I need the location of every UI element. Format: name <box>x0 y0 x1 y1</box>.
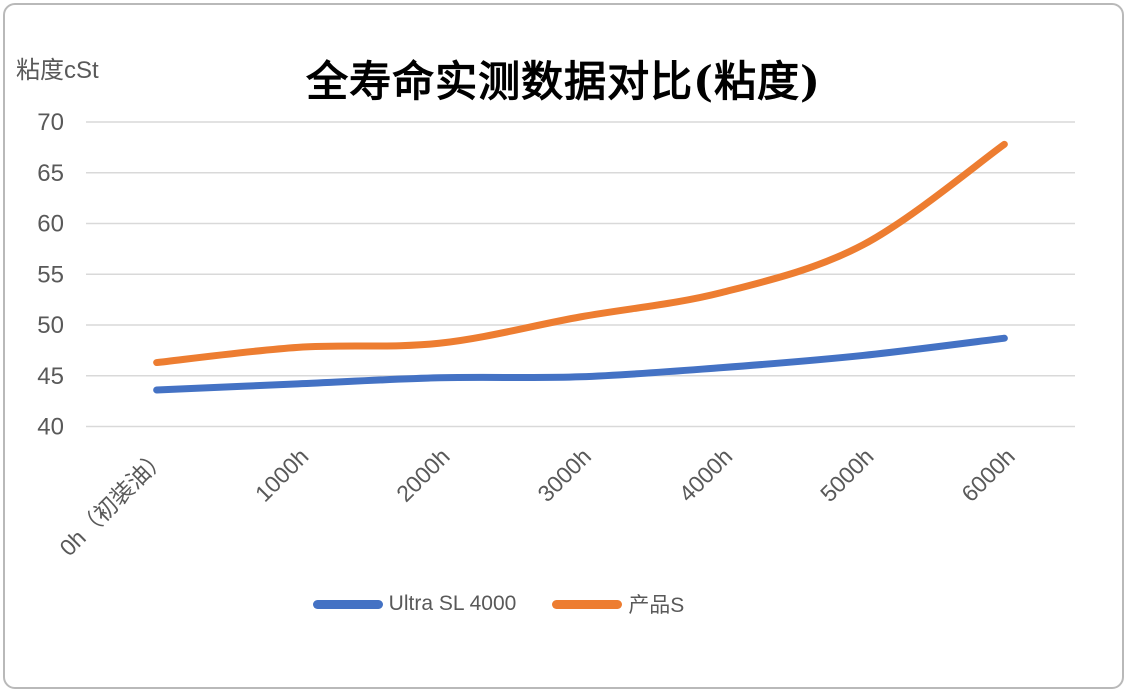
legend-label-product-s: 产品S <box>628 594 685 617</box>
x-tick-label-5: 5000h <box>815 443 879 507</box>
y-tick-label-65: 65 <box>37 160 64 187</box>
y-tick-label-60: 60 <box>37 211 64 238</box>
x-tick-label-1: 1000h <box>250 443 314 507</box>
legend-item-product-s: 产品S <box>552 589 684 619</box>
y-tick-label-45: 45 <box>37 363 64 390</box>
y-tick-label-50: 50 <box>37 312 64 339</box>
legend-line-swatch-orange <box>552 599 623 609</box>
legend-label-ultra-sl-4000: Ultra SL 4000 <box>388 592 517 615</box>
series-line-ultra-sl-4000 <box>153 334 1008 394</box>
legend-item-ultra-sl-4000: Ultra SL 4000 <box>312 592 517 616</box>
chart-title: 全寿命实测数据对比(粘度) <box>306 57 821 106</box>
legend-line-swatch-blue <box>312 599 383 609</box>
x-tick-label-4: 4000h <box>674 443 738 507</box>
y-tick-label-40: 40 <box>37 414 64 441</box>
y-tick-label-55: 55 <box>37 261 64 288</box>
y-axis-unit-label: 粘度cSt <box>16 57 99 84</box>
y-tick-label-70: 70 <box>37 109 64 136</box>
legend-items: Ultra SL 4000 产品S <box>312 589 684 619</box>
x-tick-label-6: 6000h <box>956 443 1020 507</box>
x-tick-label-2: 2000h <box>391 443 455 507</box>
x-tick-label-0: 0h（初装油） <box>54 443 172 561</box>
legend: Ultra SL 4000 产品S <box>0 589 1127 619</box>
series-line-产品s <box>153 140 1008 367</box>
x-tick-label-3: 3000h <box>532 443 596 507</box>
